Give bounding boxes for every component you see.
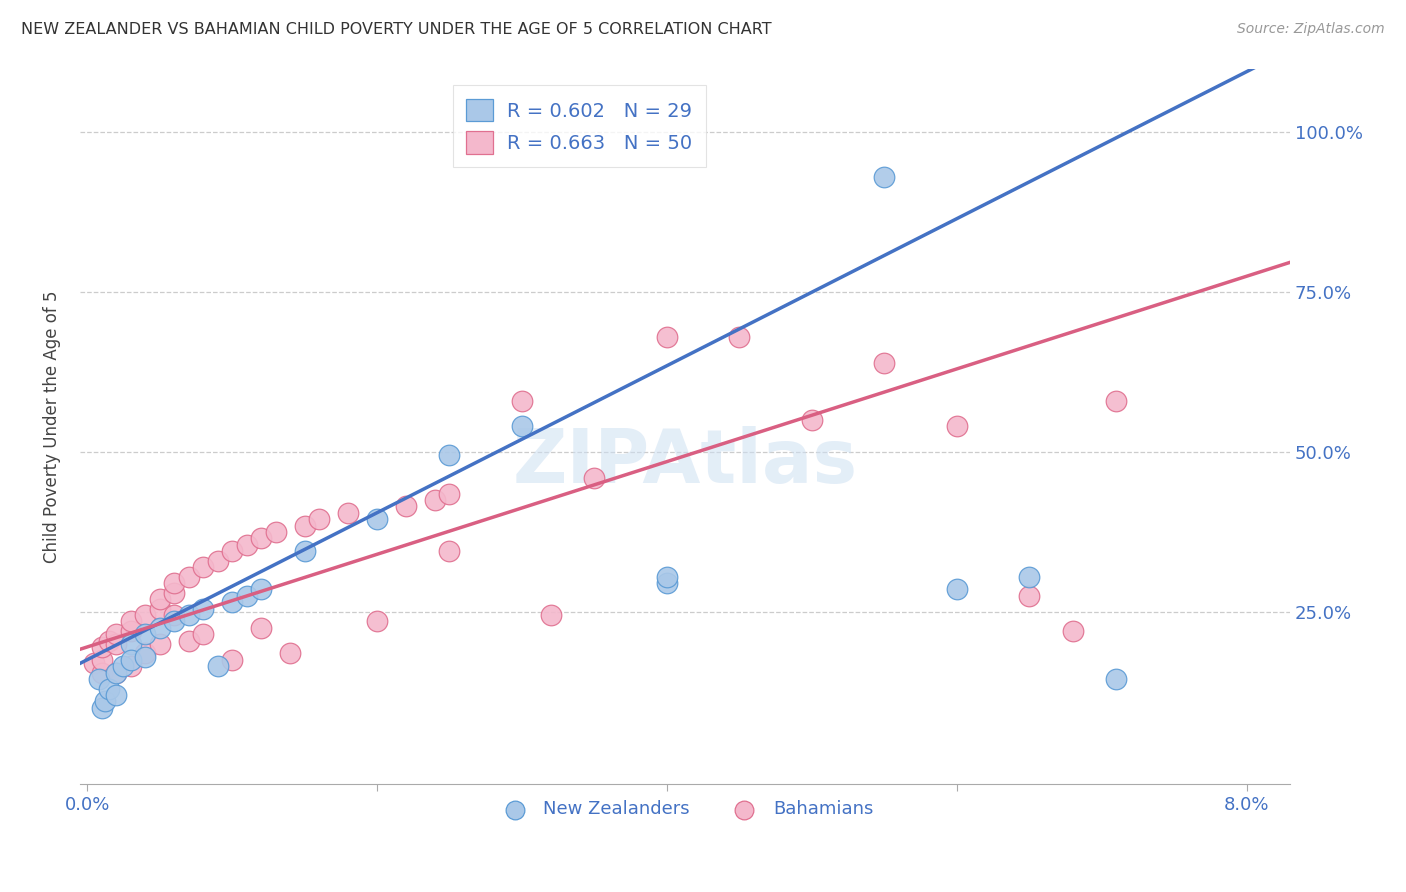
Point (221, 653, 243, 667)
Point (105, 665, 128, 680)
Point (83, 656, 105, 670)
Point (800, 413, 823, 427)
Point (395, 500, 418, 514)
Point (510, 419, 533, 434)
Point (294, 518, 316, 533)
Point (264, 524, 287, 539)
Point (134, 647, 156, 661)
Point (583, 470, 606, 484)
Point (163, 576, 186, 591)
Point (873, 170, 896, 185)
Point (97, 681, 120, 696)
Point (177, 633, 200, 648)
Point (221, 544, 243, 558)
Point (120, 624, 142, 638)
Point (250, 621, 273, 635)
Point (148, 592, 170, 607)
Point (945, 582, 967, 597)
Point (1018, 589, 1040, 603)
Point (439, 544, 461, 558)
Point (250, 532, 273, 546)
Point (163, 608, 186, 623)
Text: NEW ZEALANDER VS BAHAMIAN CHILD POVERTY UNDER THE AGE OF 5 CORRELATION CHART: NEW ZEALANDER VS BAHAMIAN CHILD POVERTY … (21, 22, 772, 37)
Point (105, 665, 128, 680)
Point (90, 640, 112, 654)
Point (278, 647, 301, 661)
Point (120, 653, 142, 667)
Point (93, 694, 115, 708)
Point (105, 627, 128, 641)
Point (873, 355, 896, 369)
Y-axis label: Child Poverty Under the Age of 5: Child Poverty Under the Age of 5 (44, 290, 60, 563)
Point (1105, 672, 1128, 686)
Point (945, 419, 967, 434)
Point (366, 512, 388, 526)
Point (148, 601, 170, 615)
Text: ZIPAtlas: ZIPAtlas (512, 425, 858, 499)
Point (148, 637, 170, 651)
Point (1105, 393, 1128, 408)
Point (105, 688, 128, 702)
Point (134, 608, 156, 623)
Point (90, 653, 112, 667)
Legend: New Zealanders, Bahamians: New Zealanders, Bahamians (489, 793, 880, 825)
Point (439, 486, 461, 500)
Point (148, 621, 170, 635)
Point (250, 582, 273, 597)
Point (207, 659, 229, 673)
Point (337, 506, 360, 520)
Point (1062, 624, 1084, 638)
Point (191, 627, 214, 641)
Point (120, 615, 142, 629)
Point (655, 570, 678, 584)
Point (655, 576, 678, 591)
Point (134, 627, 156, 641)
Point (235, 538, 257, 552)
Point (540, 608, 562, 623)
Point (423, 493, 446, 508)
Point (221, 595, 243, 609)
Point (308, 512, 330, 526)
Point (191, 560, 214, 574)
Point (177, 608, 200, 623)
Point (112, 659, 135, 673)
Point (105, 637, 128, 651)
Point (90, 665, 112, 680)
Point (439, 448, 461, 462)
Point (90, 700, 112, 714)
Point (177, 570, 200, 584)
Point (134, 649, 156, 664)
Point (97, 633, 120, 648)
Point (655, 330, 678, 344)
Point (235, 589, 257, 603)
Point (510, 393, 533, 408)
Point (163, 615, 186, 629)
Point (366, 615, 388, 629)
Point (120, 637, 142, 651)
Point (120, 659, 142, 673)
Point (87, 672, 110, 686)
Point (294, 544, 316, 558)
Point (163, 585, 186, 599)
Point (728, 330, 751, 344)
Point (191, 601, 214, 615)
Point (207, 554, 229, 568)
Point (1018, 570, 1040, 584)
Text: Source: ZipAtlas.com: Source: ZipAtlas.com (1237, 22, 1385, 37)
